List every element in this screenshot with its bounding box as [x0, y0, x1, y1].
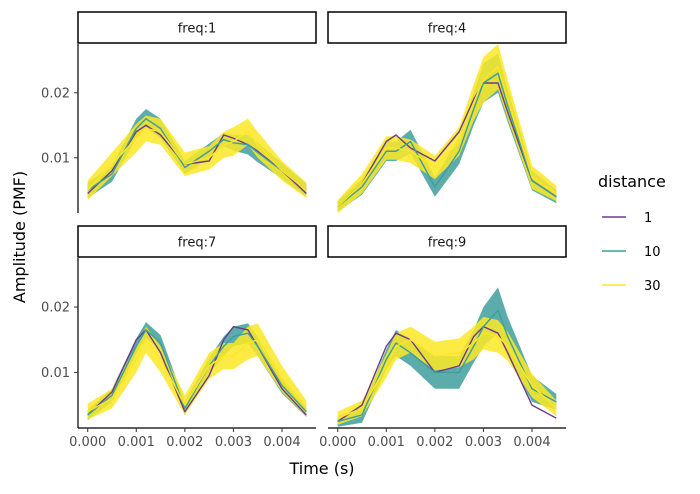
line-distance-10: [87, 118, 307, 191]
x-tick-label: 0.001: [368, 435, 405, 450]
x-tick-label: 0.003: [465, 435, 502, 450]
legend-label-1: 1: [644, 211, 652, 226]
legend: distance 1 10 30: [598, 172, 666, 294]
x-tick-label: 0.002: [166, 435, 203, 450]
line-distance-30: [337, 66, 557, 208]
y-tick-label: 0.02: [41, 301, 70, 316]
x-tick-label: 0.003: [215, 435, 252, 450]
strip-box: [327, 225, 567, 258]
legend-title: distance: [598, 172, 666, 191]
ribbon-distance-10: [337, 53, 557, 212]
line-distance-30: [337, 332, 557, 419]
strip-label: freq:4: [428, 22, 467, 37]
line-distance-10: [337, 72, 557, 208]
line-distance-10: [337, 309, 557, 423]
x-tick-label: 0.000: [319, 435, 356, 450]
legend-label-30: 30: [644, 279, 661, 294]
ribbon-distance-30: [337, 316, 557, 425]
legend-item-10: 10: [602, 245, 661, 260]
strip-label: freq:7: [178, 236, 217, 251]
legend-item-1: 1: [602, 211, 652, 226]
panel-freq-4: freq:4: [327, 11, 567, 213]
x-tick-label: 0.000: [69, 435, 106, 450]
strip-box: [77, 225, 317, 258]
legend-item-30: 30: [602, 279, 661, 294]
panel-freq-9: freq:9 0.000 0.001 0.002 0.003 0.004: [319, 225, 567, 450]
panel-freq-7: freq:7 0.01 0.02 0.000 0.001 0.002 0.003 0.004: [41, 225, 317, 450]
x-axis-title: Time (s): [288, 459, 354, 478]
y-tick-label: 0.02: [41, 86, 70, 101]
ribbon-distance-30: [337, 44, 557, 213]
line-distance-30: [87, 339, 307, 413]
x-tick-label: 0.004: [263, 435, 300, 450]
line-distance-1: [337, 82, 557, 208]
line-distance-30: [87, 127, 307, 191]
panel-freq-1: freq:1 0.01 0.02: [41, 11, 317, 213]
legend-label-10: 10: [644, 245, 661, 260]
y-axis-title: Amplitude (PMF): [10, 171, 29, 303]
x-tick-label: 0.001: [118, 435, 155, 450]
x-tick-label: 0.004: [513, 435, 550, 450]
panels: freq:1 0.01 0.02 freq:4 freq:7 0.01 0.02 0.000 0…: [41, 11, 567, 450]
strip-box: [77, 11, 317, 44]
y-tick-label: 0.01: [41, 151, 70, 166]
strip-label: freq:9: [428, 236, 467, 251]
strip-box: [327, 11, 567, 44]
line-distance-1: [87, 124, 307, 195]
strip-label: freq:1: [178, 22, 217, 37]
line-distance-1: [337, 325, 557, 423]
y-tick-label: 0.01: [41, 366, 70, 381]
x-tick-label: 0.002: [416, 435, 453, 450]
